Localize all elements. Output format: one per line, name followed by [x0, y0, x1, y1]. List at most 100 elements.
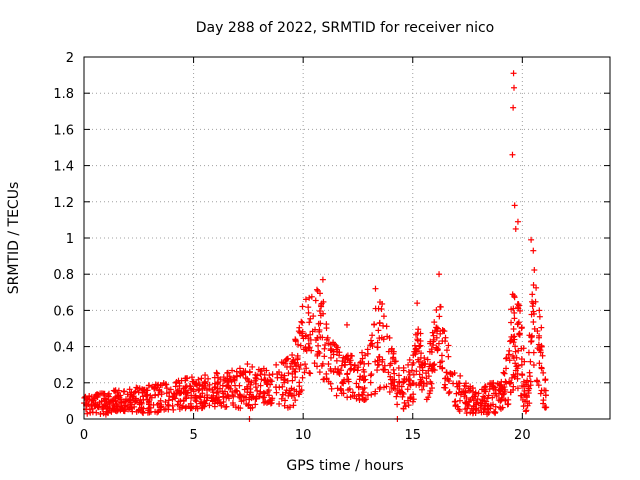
data-point	[526, 369, 533, 376]
data-point	[408, 367, 415, 374]
data-point	[237, 372, 244, 379]
data-point	[169, 402, 176, 409]
data-point	[439, 364, 446, 371]
data-point	[316, 308, 323, 315]
data-point	[375, 327, 382, 334]
data-point	[470, 409, 477, 416]
data-point	[403, 376, 410, 383]
data-point	[470, 393, 477, 400]
data-point	[528, 334, 535, 341]
data-point	[500, 369, 507, 376]
data-point	[396, 389, 403, 396]
data-point	[355, 384, 362, 391]
data-point	[501, 388, 508, 395]
data-point	[229, 367, 236, 374]
data-point	[428, 380, 435, 387]
data-point	[265, 387, 272, 394]
data-point	[314, 334, 321, 341]
data-point	[128, 389, 135, 396]
data-point	[297, 342, 304, 349]
data-point	[511, 294, 518, 301]
data-point	[272, 384, 279, 391]
data-point	[429, 329, 436, 336]
data-point	[362, 396, 369, 403]
data-point	[197, 394, 204, 401]
data-point	[287, 363, 294, 370]
data-point	[325, 361, 332, 368]
data-point	[176, 390, 183, 397]
data-point	[338, 390, 345, 397]
data-point	[237, 394, 244, 401]
data-point	[192, 394, 199, 401]
data-point	[236, 365, 243, 372]
data-point	[198, 375, 205, 382]
data-point	[470, 388, 477, 395]
data-point	[405, 368, 412, 375]
data-point	[529, 303, 536, 310]
data-point	[543, 404, 550, 411]
data-point	[341, 361, 348, 368]
data-point	[211, 374, 218, 381]
data-point	[356, 376, 363, 383]
data-point	[531, 325, 538, 332]
data-point	[413, 368, 420, 375]
data-point	[306, 369, 313, 376]
data-point	[418, 350, 425, 357]
data-point	[404, 397, 411, 404]
data-point	[117, 407, 124, 414]
data-point	[395, 364, 402, 371]
data-point	[360, 377, 367, 384]
data-point	[418, 362, 425, 369]
data-point	[302, 296, 309, 303]
data-point	[480, 405, 487, 412]
data-point	[302, 361, 309, 368]
data-point	[346, 359, 353, 366]
data-point	[111, 388, 118, 395]
data-point	[262, 377, 269, 384]
data-point	[536, 360, 543, 367]
data-point	[536, 307, 543, 314]
data-point	[101, 402, 108, 409]
data-point	[389, 355, 396, 362]
data-point	[481, 400, 488, 407]
data-point	[523, 407, 530, 414]
data-point	[353, 380, 360, 387]
data-point	[514, 365, 521, 372]
data-point	[453, 390, 460, 397]
data-point	[443, 369, 450, 376]
data-point	[196, 381, 203, 388]
data-point	[379, 300, 386, 307]
data-point	[539, 352, 546, 359]
data-point	[276, 400, 283, 407]
data-point	[321, 345, 328, 352]
data-point	[108, 408, 115, 415]
data-point	[542, 376, 549, 383]
data-point	[518, 361, 525, 368]
data-point	[130, 393, 137, 400]
data-point	[462, 380, 469, 387]
data-point	[335, 369, 342, 376]
data-point	[195, 376, 202, 383]
data-point	[531, 267, 538, 274]
x-tick-label: 10	[295, 428, 312, 443]
data-point	[260, 389, 267, 396]
data-point	[399, 393, 406, 400]
data-point	[315, 342, 322, 349]
data-point	[372, 388, 379, 395]
data-point	[302, 344, 309, 351]
data-point	[368, 371, 375, 378]
data-point	[394, 383, 401, 390]
data-point	[182, 395, 189, 402]
data-point	[386, 388, 393, 395]
data-point	[383, 383, 390, 390]
data-point	[378, 334, 385, 341]
data-point	[136, 401, 143, 408]
data-point	[413, 347, 420, 354]
data-point	[380, 366, 387, 373]
data-point	[503, 365, 510, 372]
data-point	[309, 328, 316, 335]
data-point	[114, 403, 121, 410]
data-point	[511, 373, 518, 380]
data-point	[379, 358, 386, 365]
